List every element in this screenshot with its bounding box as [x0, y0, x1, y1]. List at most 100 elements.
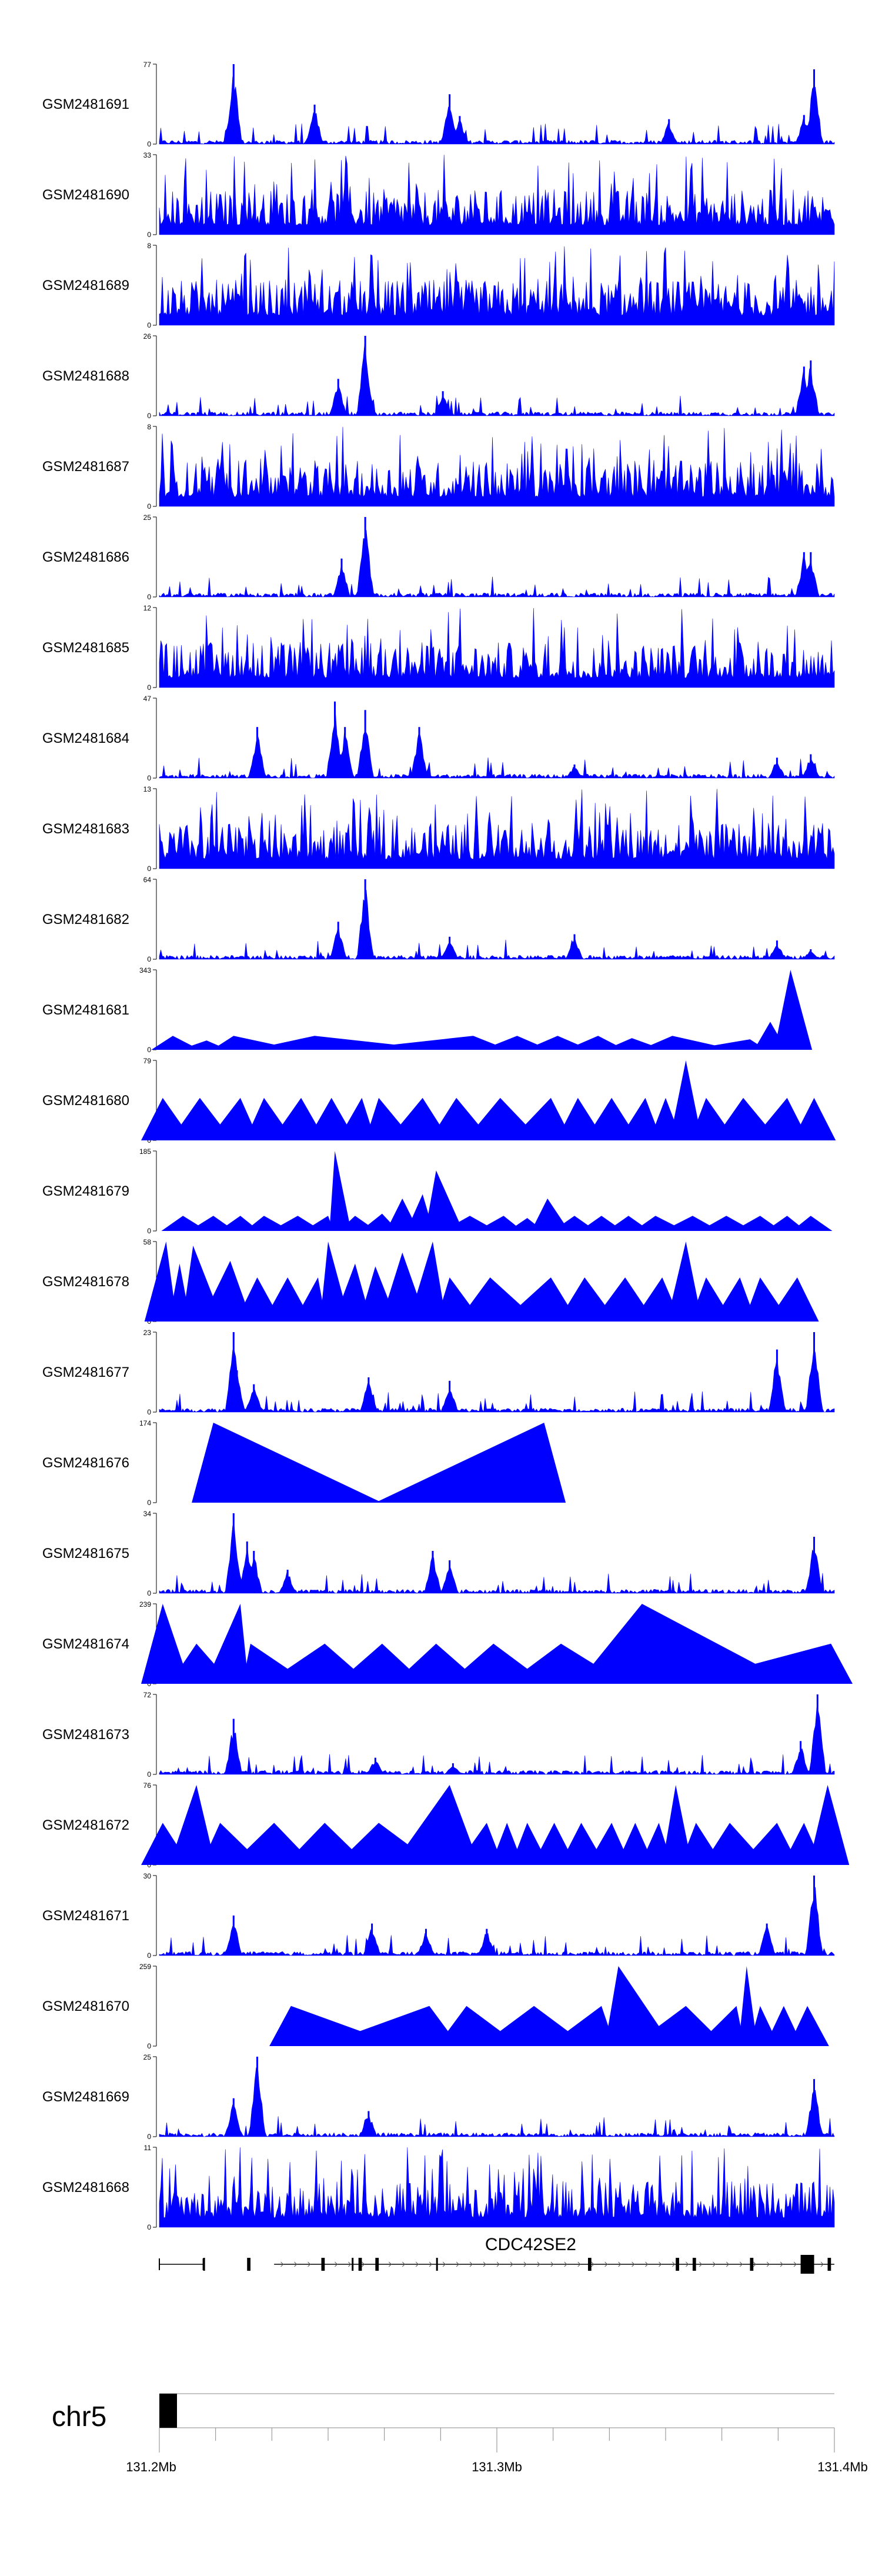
triangle-peak-gsm2481679-24 [791, 1216, 833, 1231]
peak-gsm2481677-3 [368, 1377, 370, 1412]
track-label-gsm2481683: GSM2481683 [42, 821, 129, 837]
intron-chevron [415, 2261, 419, 2267]
exon-12 [827, 2258, 831, 2271]
triangle-peak-gsm2481680-2 [208, 1097, 259, 1140]
triangle-peak-gsm2481680-16 [669, 1060, 702, 1140]
triangle-peak-gsm2481670-1 [318, 2006, 459, 2046]
y-max-label-gsm2481691: 77 [143, 61, 152, 69]
peak-gsm2481682-5 [810, 949, 812, 959]
peak-gsm2481686-3 [810, 552, 812, 597]
y-zero-label-gsm2481688: 0 [147, 412, 151, 420]
intron-chevron [591, 2261, 594, 2267]
y-max-label-gsm2481669: 25 [143, 2053, 152, 2061]
triangle-peak-gsm2481680-14 [618, 1097, 662, 1140]
triangle-peak-gsm2481672-6 [393, 1785, 480, 1865]
exon-6 [436, 2258, 438, 2271]
triangle-peak-gsm2481679-10 [406, 1194, 434, 1231]
y-max-label-gsm2481670: 259 [139, 1963, 151, 1971]
intron-chevron [780, 2261, 783, 2267]
triangle-peak-gsm2481681-10 [687, 1039, 767, 1050]
triangle-peak-gsm2481672-7 [457, 1823, 503, 1865]
exon-0 [203, 2258, 205, 2271]
peak-gsm2481677-1 [236, 1370, 238, 1412]
track-label-gsm2481691: GSM2481691 [42, 96, 129, 112]
peak-gsm2481673-3 [800, 1741, 802, 1774]
intron-chevron [537, 2261, 540, 2267]
triangle-peak-gsm2481678-17 [632, 1277, 681, 1322]
track-label-gsm2481674: GSM2481674 [42, 1636, 129, 1652]
exon-2 [321, 2258, 325, 2271]
triangle-peak-gsm2481680-13 [584, 1097, 639, 1140]
triangle-peak-gsm2481680-6 [338, 1097, 376, 1140]
exon-4 [358, 2258, 362, 2271]
intron-chevron [577, 2261, 581, 2267]
y-zero-label-gsm2481686: 0 [147, 593, 151, 601]
y-max-label-gsm2481690: 33 [143, 151, 152, 159]
intron-chevron [645, 2261, 649, 2267]
track-label-gsm2481681: GSM2481681 [42, 1002, 129, 1018]
peak-gsm2481688-0 [337, 379, 339, 416]
intron-chevron [564, 2261, 567, 2267]
peak-gsm2481684-0 [256, 727, 258, 778]
intron-chevron [469, 2261, 473, 2267]
triangle-peak-gsm2481680-19 [751, 1097, 809, 1140]
y-max-label-gsm2481671: 30 [143, 1872, 152, 1880]
triangle-peak-gsm2481672-18 [739, 1823, 799, 1865]
intron-chevron [686, 2261, 689, 2267]
coverage-gsm2481683 [159, 789, 835, 869]
triangle-peak-gsm2481679-15 [531, 1198, 569, 1231]
peak-gsm2481691-4 [668, 119, 670, 144]
triangle-peak-gsm2481681-7 [566, 1036, 626, 1050]
y-zero-label-gsm2481676: 0 [147, 1499, 151, 1507]
exon-8 [676, 2258, 679, 2271]
triangle-peak-gsm2481674-4 [265, 1643, 371, 1684]
triangle-peak-gsm2481679-23 [765, 1216, 806, 1231]
intron-chevron [632, 2261, 635, 2267]
y-zero-label-gsm2481691: 0 [147, 140, 151, 148]
peak-gsm2481682-0 [337, 922, 339, 959]
track-label-gsm2481676: GSM2481676 [42, 1455, 129, 1471]
triangle-peak-gsm2481680-11 [510, 1097, 573, 1140]
intron-chevron [699, 2261, 703, 2267]
intron-chevron [308, 2261, 311, 2267]
track-label-gsm2481671: GSM2481671 [42, 1908, 129, 1924]
peak-gsm2481684-2 [344, 727, 346, 778]
intron-chevron [713, 2261, 716, 2267]
peak-gsm2481682-1 [364, 879, 366, 959]
peak-gsm2481671-3 [486, 1928, 488, 1956]
intron-chevron [739, 2261, 743, 2267]
track-label-gsm2481670: GSM2481670 [42, 1998, 129, 2014]
ideogram-highlight [159, 2394, 177, 2428]
triangle-peak-gsm2481678-20 [713, 1277, 756, 1322]
peak-gsm2481675-3 [286, 1570, 289, 1593]
triangle-peak-gsm2481672-15 [662, 1785, 692, 1865]
triangle-peak-gsm2481679-5 [303, 1216, 334, 1231]
peak-gsm2481677-0 [232, 1332, 235, 1412]
peak-gsm2481684-1 [333, 701, 336, 778]
track-label-gsm2481684: GSM2481684 [42, 730, 129, 746]
triangle-peak-gsm2481676-1 [375, 1423, 566, 1503]
exon-7 [587, 2258, 592, 2271]
triangle-peak-gsm2481681-4 [346, 1036, 509, 1050]
y-max-label-gsm2481683: 13 [143, 785, 152, 793]
triangle-peak-gsm2481674-10 [680, 1643, 853, 1684]
peak-gsm2481675-2 [253, 1551, 255, 1593]
y-zero-label-gsm2481689: 0 [147, 321, 151, 329]
triangle-peak-gsm2481672-3 [230, 1823, 315, 1865]
triangle-peak-gsm2481674-0 [141, 1604, 190, 1684]
triangle-peak-gsm2481674-5 [336, 1643, 426, 1684]
coverage-gsm2481691 [159, 76, 835, 145]
triangle-peak-gsm2481678-18 [667, 1242, 702, 1322]
peak-gsm2481671-0 [232, 1916, 235, 1956]
intron-chevron [753, 2261, 756, 2267]
triangle-peak-gsm2481672-8 [490, 1823, 523, 1865]
coverage-gsm2481675 [159, 1525, 835, 1594]
peak-gsm2481691-0 [232, 64, 235, 144]
peak-gsm2481686-2 [803, 552, 805, 597]
coverage-gsm2481688 [159, 342, 835, 416]
triangle-peak-gsm2481679-2 [219, 1216, 259, 1231]
track-label-gsm2481680: GSM2481680 [42, 1093, 129, 1109]
peak-gsm2481691-3 [459, 116, 461, 144]
peak-gsm2481677-2 [253, 1384, 255, 1412]
